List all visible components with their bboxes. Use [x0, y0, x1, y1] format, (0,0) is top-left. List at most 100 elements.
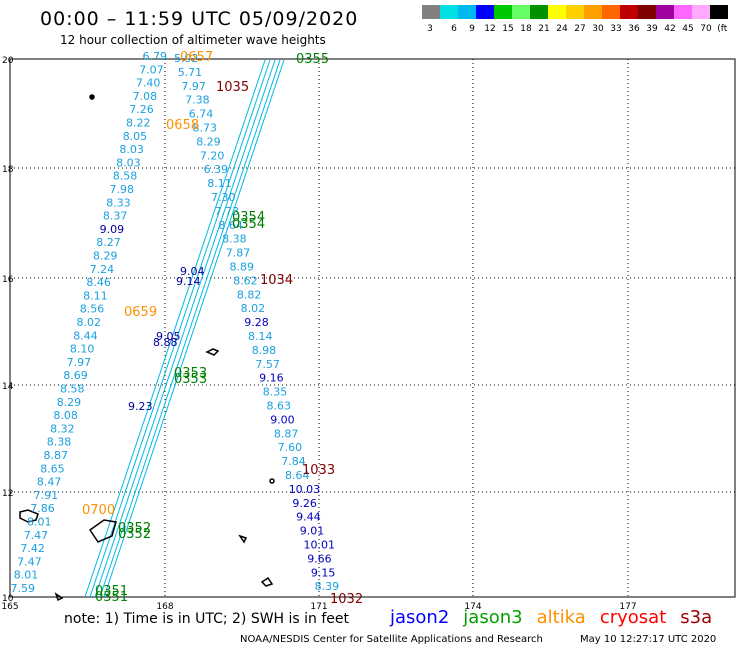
scale-swatch — [584, 5, 602, 19]
swh-value: 9.26 — [292, 497, 317, 510]
swh-value: 7.91 — [34, 489, 59, 502]
pass-time-label: 1034 — [260, 273, 293, 288]
dark-blue-values: 9.049.14 9.058.88 9.23 — [128, 265, 205, 413]
swh-value: 8.11 — [207, 177, 232, 190]
satellite-legend: jason2 jason3 altika cryosat s3a — [390, 607, 726, 628]
scale-swatch — [674, 5, 692, 19]
satellite-legend-item: s3a — [680, 607, 713, 628]
swh-value: 8.64 — [218, 219, 243, 232]
scale-swatch — [692, 5, 710, 19]
pass-time-label: 0352 — [118, 521, 151, 536]
satellite-legend-item: jason3 — [463, 607, 523, 628]
swh-value: 7.97 — [181, 80, 206, 93]
swh-value: 8.37 — [103, 210, 128, 223]
scale-label: 36 — [628, 24, 640, 33]
swh-value: 9.28 — [244, 316, 268, 329]
scale-swatch — [458, 5, 476, 19]
scale-swatch — [566, 5, 584, 19]
swh-value: 8.11 — [83, 289, 108, 302]
scale-label: 70 — [700, 24, 712, 33]
island — [89, 94, 95, 100]
y-tick-label: 12 — [2, 489, 13, 499]
scale-swatch — [440, 5, 458, 19]
scale-label: 12 — [484, 24, 495, 33]
note-text: note: 1) Time is in UTC; 2) SWH is in fe… — [64, 611, 350, 627]
swh-value: 8.29 — [196, 135, 221, 148]
swh-value: 8.47 — [37, 476, 62, 489]
scale-swatch — [476, 5, 494, 19]
scale-swatch — [620, 5, 638, 19]
swh-value: 7.30 — [211, 191, 236, 204]
swh-value: 7.47 — [17, 555, 42, 568]
swh-value: 9.00 — [270, 413, 295, 426]
swh-value: 9.04 — [180, 265, 205, 278]
scale-label: 9 — [469, 24, 475, 33]
swh-value: 8.98 — [252, 344, 277, 357]
scale-swatch — [602, 5, 620, 19]
swh-value: 9.44 — [296, 511, 321, 524]
swh-value: 8.39 — [315, 580, 340, 593]
swh-value: 7.42 — [20, 542, 45, 555]
y-tick-label: 16 — [2, 275, 14, 285]
swh-value: 7.08 — [133, 90, 158, 103]
scale-label: 24 — [556, 24, 568, 33]
pass-time-label: 0353 — [174, 366, 207, 381]
swh-value: 8.82 — [237, 288, 262, 301]
swh-value: 10.03 — [289, 483, 321, 496]
swh-value: 8.73 — [193, 122, 218, 135]
swh-value: 8.32 — [50, 422, 75, 435]
pass-time-label: 0352 — [118, 527, 151, 542]
swh-value: 8.46 — [86, 276, 111, 289]
swh-value: 9.01 — [300, 525, 325, 538]
swh-value: 9.14 — [176, 275, 201, 288]
scale-swatch — [530, 5, 548, 19]
island — [88, 519, 117, 543]
y-tick-label: 14 — [2, 382, 14, 392]
island — [19, 509, 39, 523]
swh-value: 7.97 — [67, 356, 92, 369]
scale-swatch — [548, 5, 566, 19]
x-tick-label: 165 — [1, 602, 18, 612]
altimeter-swath — [84, 59, 285, 598]
y-tick-label: 20 — [2, 56, 14, 66]
scale-swatch — [656, 5, 674, 19]
swh-value: 8.44 — [73, 329, 98, 342]
swath-line — [94, 59, 276, 598]
swh-value: 8.87 — [274, 427, 299, 440]
islands — [19, 94, 275, 602]
pass-time-label: 1035 — [216, 80, 249, 95]
swath-line — [89, 59, 271, 598]
scale-label: 6 — [451, 24, 457, 33]
swh-value: 9.05 — [156, 330, 181, 343]
swh-value: 8.35 — [263, 386, 288, 399]
scale-swatch — [494, 5, 512, 19]
x-tick-label: 168 — [156, 602, 173, 612]
swh-value: 7.59 — [11, 582, 36, 595]
pass-time-label: 0354 — [232, 210, 265, 225]
swh-value: 8.03 — [116, 156, 141, 169]
swh-value: 8.29 — [57, 396, 82, 409]
swh-value: 7.20 — [200, 149, 225, 162]
swh-value: 8.69 — [63, 369, 88, 382]
scale-label: 27 — [574, 24, 585, 33]
island — [260, 576, 274, 587]
pass-time-label: 0700 — [82, 503, 115, 518]
island — [238, 534, 248, 544]
scale-label: 3 — [427, 24, 433, 33]
swh-value: 8.08 — [53, 409, 78, 422]
swh-value: 8.58 — [113, 170, 138, 183]
swh-value: 7.57 — [255, 358, 280, 371]
mid-track-values: 5.925.717.977.386.748.738.297.206.398.11… — [174, 52, 339, 593]
satellite-legend-item: cryosat — [599, 607, 667, 628]
pass-time-label: 0355 — [296, 52, 329, 67]
swh-value: 7.38 — [185, 94, 210, 107]
swath-line — [84, 59, 266, 598]
pass-time-label: 0354 — [232, 217, 265, 232]
x-tick-label: 174 — [464, 602, 481, 612]
swh-value: 8.38 — [47, 436, 72, 449]
swh-value: 8.29 — [93, 250, 118, 263]
swh-value: 8.89 — [230, 261, 255, 274]
left-track-values: 6.797.077.407.087.268.228.058.038.038.58… — [11, 50, 168, 595]
